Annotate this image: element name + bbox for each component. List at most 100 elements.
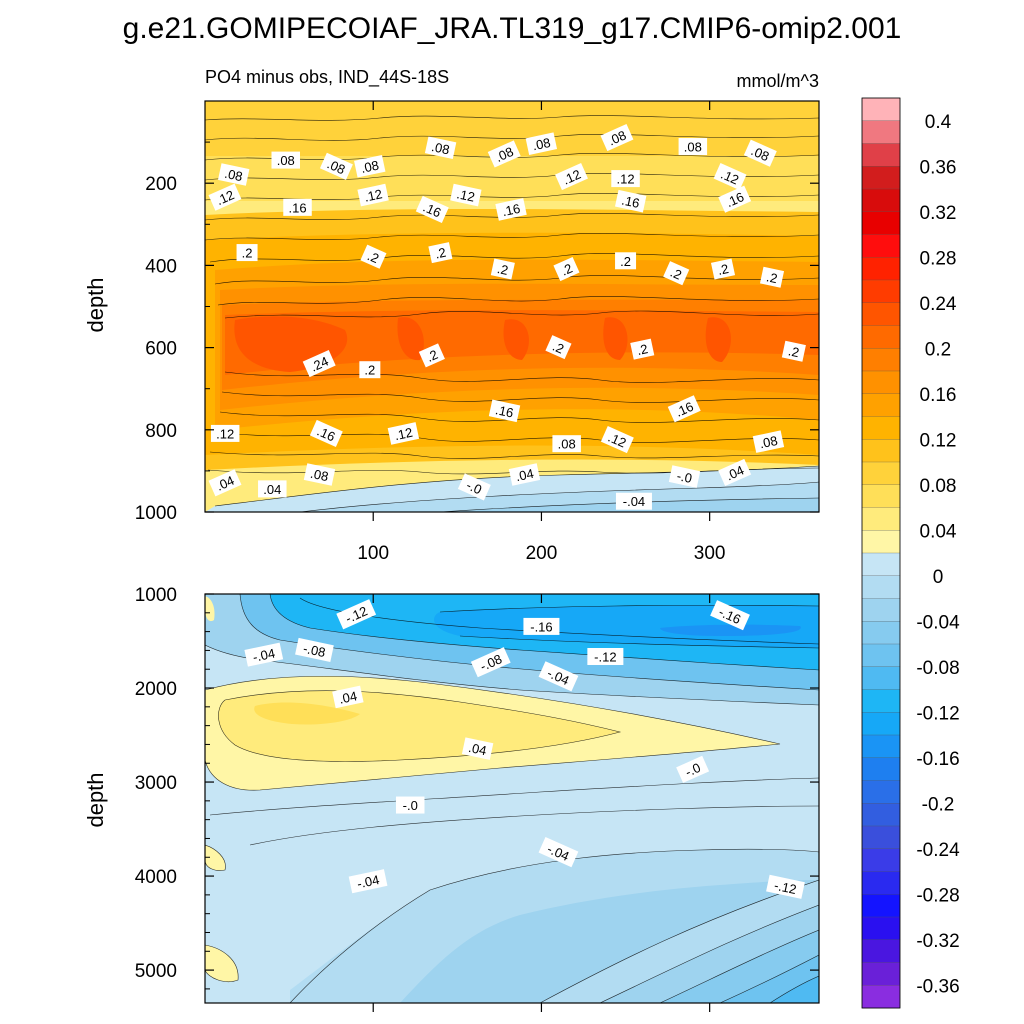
lower-contour-labels: -.12 -.16 -.16 -.04 -.08 -.08 -.12 -.04 .04 .04 -.… [244,599,805,899]
colorbar-label: -0.24 [916,840,960,861]
colorbar-label: -0.2 [922,794,955,815]
contour-label-bg [587,647,624,665]
lower-contour-fill [205,594,819,1003]
contour-label: .2 [490,258,515,280]
contour-label: .16 [495,198,527,221]
contour-label: .08 [319,152,353,180]
colorbar-label: 0.12 [920,430,957,451]
contour-label: .08 [552,435,581,453]
contour-label: .08 [217,163,250,186]
contour-label-bg [283,198,312,216]
contour-label-text: .08 [359,158,380,176]
contour-label: -.0 [676,755,710,783]
contour-label: .16 [614,189,647,213]
contour-label: .2 [360,244,387,269]
contour-label: -.0 [457,473,491,501]
contour-label-bg [718,458,752,487]
contour-label-text: .2 [242,246,253,261]
contour-label-text: -.08 [302,641,327,660]
contour-label: .04 [208,469,242,497]
contour-label: .12 [450,183,482,207]
contour-label: .12 [555,163,588,191]
contour-label: .2 [759,266,785,288]
colorbar-label: 0.36 [920,157,957,178]
contour-label-text: .12 [216,426,234,441]
upper-y-tick-label: 1000 [135,503,177,524]
contour-label-bg [236,244,258,262]
contour-label-bg [461,737,494,760]
contour-label-bg [611,170,640,188]
colorbar-swatch [861,985,901,1009]
contour-label: -.0 [395,796,425,814]
contour-label-text: .08 [493,144,516,165]
contour-label-text: .16 [421,199,444,220]
colorbar-swatch [861,780,901,804]
contour-label-text: .16 [724,189,747,210]
contour-label: -.08 [295,637,334,662]
colorbar-swatch [861,848,901,872]
contour-label: .24 [302,350,336,378]
colorbar-label: 0.4 [925,112,952,133]
lower-y-tick-label: 2000 [135,679,177,700]
contour-label-bg [752,430,785,453]
contour-label-bg [538,661,579,692]
colorbar-swatch [861,484,901,508]
contour-label-bg [428,242,453,264]
lower-axis-ticks: 1000 2000 3000 4000 5000 [135,585,819,1012]
colorbar: 0.4 0.36 0.32 0.28 0.24 0.2 0.16 0.12 0.08 0.04 0 -… [861,97,960,1024]
panel-units-label: mmol/m^3 [737,71,819,91]
contour-label-text: .16 [673,399,696,420]
colorbar-label: 0 [933,567,944,588]
contour-label-text: .12 [560,167,583,188]
contour-label-text: .08 [758,433,779,451]
colorbar-label: -0.04 [916,612,960,633]
contour-label-text: .04 [724,462,747,483]
upper-panel: .08 .08 .08 .08 .08 .08 .08 .08 .08 .08 .12 .12 .12.… [83,100,820,564]
contour-label: .04 [461,737,494,760]
contour-label-bg [615,252,637,270]
colorbar-label: -0.4 [922,1022,955,1024]
contour-label-bg [600,123,634,152]
contour-label-bg [614,189,647,213]
colorbar-swatch [861,621,901,645]
contour-label: .16 [718,185,752,213]
colorbar-frame [861,97,901,1009]
colorbar-swatch [861,461,901,486]
colorbar-swatch [861,302,901,326]
contour-label-bg [781,340,806,362]
upper-x-tick-label: 200 [526,543,558,564]
contour-label-text: .2 [620,254,631,269]
colorbar-label: 0.2 [925,339,951,360]
contour-label: .08 [600,123,634,152]
colorbar-label: 0.24 [920,294,957,315]
contour-label: .12 [611,170,640,188]
contour-label-text: .2 [787,343,801,360]
colorbar-swatch [861,916,901,941]
upper-y-axis-label: depth [83,277,108,332]
colorbar-swatch [861,825,901,850]
contour-label-text: -.0 [464,477,484,497]
contour-label: .08 [424,136,457,160]
contour-label-text: .12 [455,186,476,204]
contour-label-text: .08 [325,156,348,177]
contour-label-bg [295,637,334,662]
contour-label-bg [208,183,242,211]
contour-label: -.0 [668,465,701,488]
contour-label: .08 [354,154,386,178]
contour-label: -.12 [766,874,805,899]
contour-label-bg [718,185,752,213]
colorbar-swatch [861,598,901,622]
contour-label-bg [336,599,377,630]
colorbar-label: 0.08 [920,476,957,497]
contour-label-bg [743,139,777,167]
contour-label-bg [457,473,491,501]
colorbar-swatch [861,370,901,395]
contour-label: .12 [208,183,242,211]
contour-label: .2 [781,340,806,362]
contour-label-text: -.04 [623,494,645,509]
contour-label-bg [523,617,560,635]
contour-label: .12 [600,426,634,454]
contour-label-bg [395,796,425,814]
contour-label: .08 [525,132,558,155]
